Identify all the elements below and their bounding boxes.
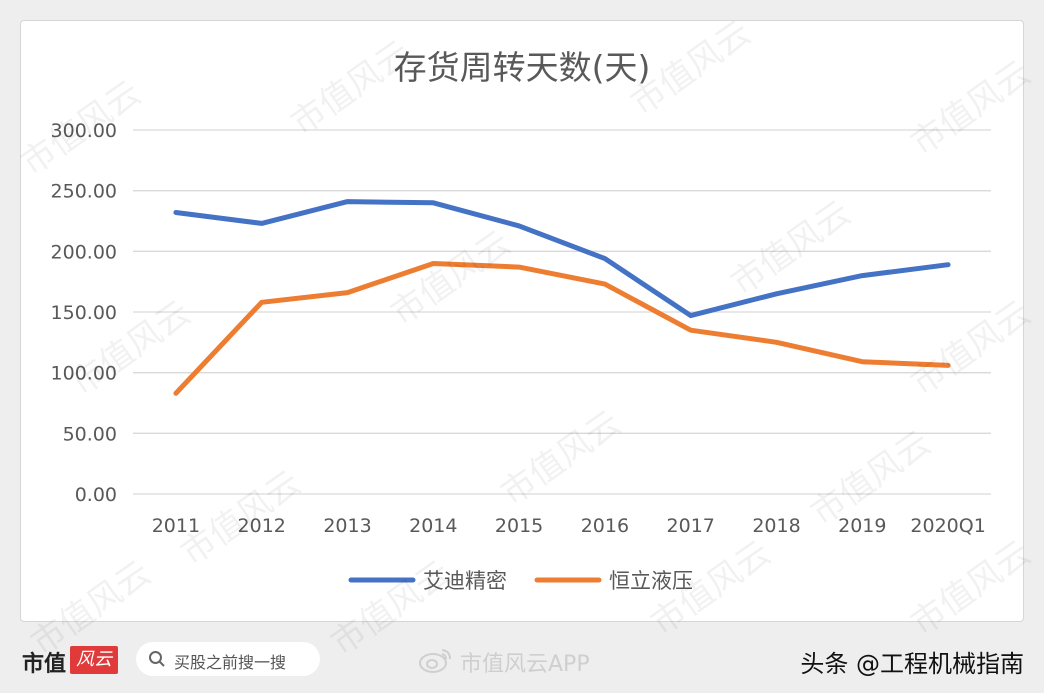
x-tick-label: 2018 bbox=[752, 515, 800, 537]
series-line bbox=[173, 261, 951, 396]
x-tick-label: 2015 bbox=[495, 515, 543, 537]
search-placeholder: 买股之前搜一搜 bbox=[174, 653, 287, 672]
x-tick-label: 2012 bbox=[238, 515, 286, 537]
x-tick-label: 2020Q1 bbox=[910, 515, 985, 537]
source-credit: 头条 @工程机械指南 bbox=[800, 650, 1024, 678]
y-tick-label: 0.00 bbox=[75, 484, 117, 506]
x-tick-label: 2016 bbox=[581, 515, 629, 537]
x-tick-label: 2017 bbox=[667, 515, 715, 537]
x-tick-label: 2013 bbox=[323, 515, 371, 537]
y-tick-label: 150.00 bbox=[51, 302, 117, 324]
y-tick-label: 250.00 bbox=[51, 181, 117, 203]
brand-name: 市值 bbox=[22, 651, 67, 677]
footer-bar: 市值 风云 买股之前搜一搜 市值风云APP 头条 @工程机械指南 bbox=[0, 630, 1044, 693]
line-chart: 存货周转天数(天) 0.00 50.00 100.00 150.00 200.00 250… bbox=[51, 48, 991, 593]
chart-card: 存货周转天数(天) 0.00 50.00 100.00 150.00 200.00 250… bbox=[14, 13, 1038, 664]
series-line bbox=[173, 199, 951, 319]
weibo-handle: 市值风云APP bbox=[460, 652, 590, 677]
x-tick-label: 2019 bbox=[838, 515, 886, 537]
chart-title: 存货周转天数(天) bbox=[394, 48, 651, 87]
x-tick-label: 2011 bbox=[152, 515, 200, 537]
legend-label: 艾迪精密 bbox=[423, 569, 507, 593]
search-icon bbox=[149, 651, 165, 667]
y-tick-label: 50.00 bbox=[63, 423, 117, 445]
legend-label: 恒立液压 bbox=[609, 569, 693, 593]
y-tick-label: 200.00 bbox=[51, 241, 117, 263]
search-box[interactable]: 买股之前搜一搜 bbox=[136, 642, 320, 676]
weibo-icon bbox=[419, 649, 451, 673]
y-tick-label: 300.00 bbox=[51, 120, 117, 142]
brand-logo: 风云 bbox=[70, 646, 118, 674]
y-tick-label: 100.00 bbox=[51, 363, 117, 385]
x-tick-label: 2014 bbox=[409, 515, 457, 537]
